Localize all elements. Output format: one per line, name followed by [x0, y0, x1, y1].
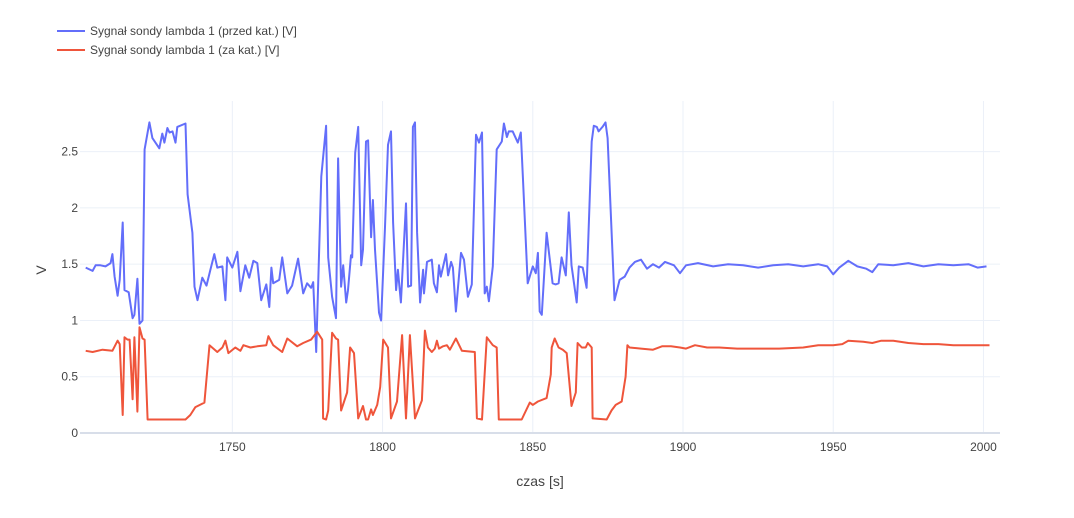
- x-tick-label: 1950: [820, 440, 847, 454]
- y-axis-ticks: 0 0.5 1 1.5 2 2.5: [61, 145, 78, 440]
- y-axis-title: V: [33, 265, 49, 275]
- series-line-za-kat: [85, 326, 990, 421]
- y-tick-label: 1: [71, 313, 78, 327]
- x-tick-label: 1800: [369, 440, 396, 454]
- x-tick-label: 1850: [519, 440, 546, 454]
- y-tick-label: 2: [71, 201, 78, 215]
- legend-item-za-kat[interactable]: Sygnał sondy lambda 1 (za kat.) [V]: [57, 43, 279, 57]
- legend[interactable]: Sygnał sondy lambda 1 (przed kat.) [V] S…: [57, 24, 297, 57]
- legend-label-za-kat: Sygnał sondy lambda 1 (za kat.) [V]: [90, 43, 279, 57]
- legend-label-przed-kat: Sygnał sondy lambda 1 (przed kat.) [V]: [90, 24, 297, 38]
- x-axis-title: czas [s]: [516, 473, 563, 489]
- x-axis-ticks: 1750 1800 1850 1900 1950 2000: [219, 440, 997, 454]
- x-tick-label: 1750: [219, 440, 246, 454]
- y-tick-label: 0: [71, 426, 78, 440]
- y-tick-label: 1.5: [61, 257, 78, 271]
- y-tick-label: 0.5: [61, 370, 78, 384]
- x-tick-label: 1900: [670, 440, 697, 454]
- series-line-przed-kat: [85, 121, 987, 353]
- series-layer: [85, 121, 990, 421]
- y-tick-label: 2.5: [61, 145, 78, 159]
- x-tick-label: 2000: [970, 440, 997, 454]
- legend-item-przed-kat[interactable]: Sygnał sondy lambda 1 (przed kat.) [V]: [57, 24, 297, 38]
